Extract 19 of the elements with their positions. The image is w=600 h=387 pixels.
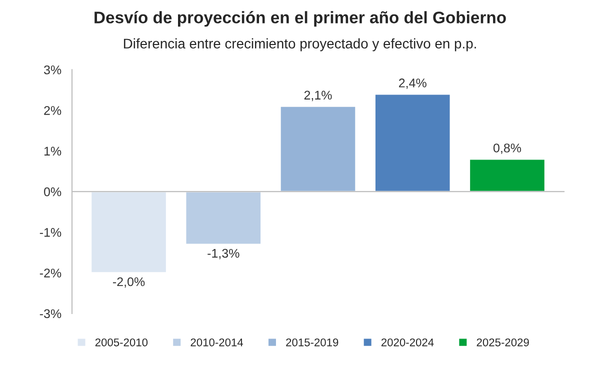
y-tick-label: 3% xyxy=(44,65,62,74)
chart-title: Desvío de proyección en el primer año del Gobierno xyxy=(94,10,506,27)
data-label: -2,0% xyxy=(113,277,145,288)
data-label: -1,3% xyxy=(208,248,240,260)
y-tick-label: -3% xyxy=(40,309,62,318)
data-label: 2,4% xyxy=(399,78,426,89)
chart-subtitle: Diferencia entre crecimiento proyectado y efectivo en p.p. xyxy=(124,38,476,52)
y-tick-label: -2% xyxy=(40,268,62,278)
data-label: 0,8% xyxy=(493,144,522,154)
legend-label: 2005-2010 xyxy=(95,338,148,346)
legend-label: 2015-2019 xyxy=(286,338,338,346)
legend-label: 2010-2014 xyxy=(190,338,244,346)
y-tick-label: -1% xyxy=(40,228,62,237)
legend-label: 2020-2024 xyxy=(381,338,434,346)
y-tick-label: 0% xyxy=(44,187,62,196)
data-label: 2,1% xyxy=(304,90,332,102)
y-tick-label: 1% xyxy=(44,146,62,156)
y-tick-label: 2% xyxy=(44,106,62,115)
legend-label: 2025-2029 xyxy=(476,338,529,346)
